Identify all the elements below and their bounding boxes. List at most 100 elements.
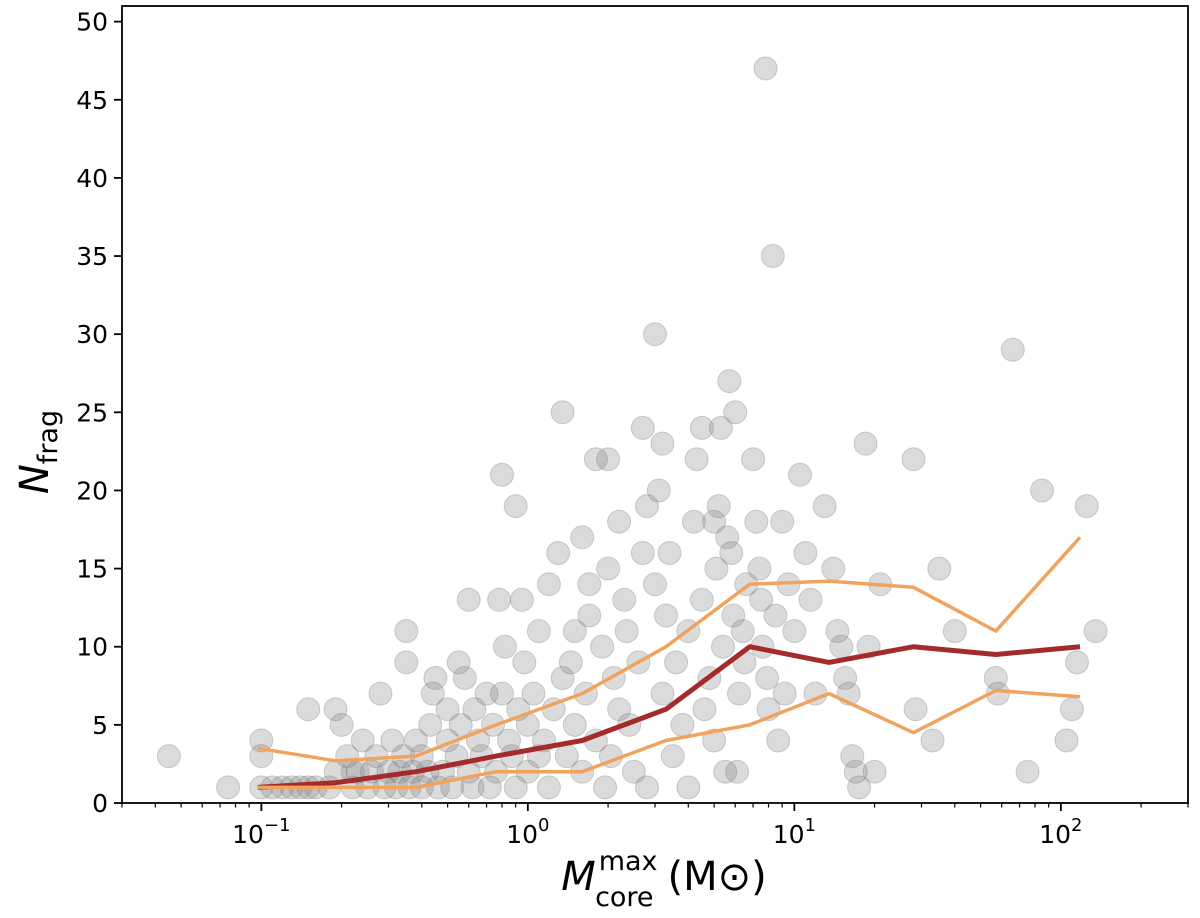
y-tick-label: 50 — [76, 8, 108, 37]
scatter-point — [717, 369, 742, 394]
scatter-point — [763, 603, 788, 628]
lower-quartile-line — [257, 688, 1081, 790]
scatter-point — [630, 415, 655, 440]
scatter-point — [526, 619, 551, 644]
x-tick-label: 100 — [506, 815, 549, 849]
scatter-point — [840, 744, 865, 769]
scatter-point — [612, 587, 637, 612]
scatter-point — [772, 681, 797, 706]
scatter-point — [249, 728, 274, 753]
scatter-point — [380, 728, 405, 753]
scatter-point — [512, 650, 537, 675]
scatter-point — [216, 775, 241, 800]
scatter-point — [394, 619, 419, 644]
scatter-point — [596, 556, 621, 581]
scatter-point — [650, 431, 675, 456]
scatter-point — [503, 494, 528, 519]
scatter-point — [492, 634, 517, 659]
scatter-point — [435, 697, 460, 722]
x-label-main: M — [561, 854, 596, 900]
scatter-point — [635, 775, 659, 800]
scatter-point — [577, 572, 602, 597]
scatter-point — [329, 712, 354, 737]
y-tick-label: 20 — [76, 476, 108, 505]
scatter-point — [657, 541, 682, 565]
scatter-point — [1030, 478, 1054, 503]
scatter-point — [843, 759, 868, 784]
scatter-point — [821, 556, 846, 581]
y-tick-label: 25 — [76, 398, 108, 427]
scatter-point — [403, 728, 428, 753]
scatter-point — [635, 494, 659, 519]
trend-lines — [257, 536, 1082, 790]
scatter-point — [760, 244, 785, 268]
scatter-point — [741, 447, 766, 472]
y-tick-label: 15 — [76, 555, 108, 584]
y-tick-label: 5 — [92, 711, 108, 740]
scatter-point — [793, 541, 818, 565]
scatter-point — [562, 712, 587, 737]
scatter-point — [509, 587, 534, 612]
scatter-point — [798, 587, 823, 612]
scatter-point — [607, 697, 632, 722]
scatter-point — [577, 603, 602, 628]
scatter-point — [452, 666, 477, 690]
scatter-point — [755, 666, 780, 690]
scatter-point — [715, 525, 740, 550]
scatter-point — [590, 634, 615, 659]
scatter-point — [704, 556, 729, 581]
upper-quartile-line — [257, 536, 1082, 763]
scatter-point — [723, 400, 748, 425]
scatter-point — [477, 775, 502, 800]
scatter-point — [853, 431, 878, 456]
scatter-point — [708, 415, 733, 440]
scatter-point — [749, 587, 774, 612]
scatter-point — [487, 587, 512, 612]
scatter-point — [156, 744, 181, 769]
median-line — [257, 644, 1081, 790]
scatter-point — [942, 619, 967, 644]
scatter-point — [490, 462, 514, 487]
scatter-points — [156, 56, 1108, 800]
scatter-point — [536, 572, 561, 597]
scatter-point — [770, 509, 795, 534]
scatter-point — [788, 462, 812, 487]
scatter-point — [702, 509, 727, 534]
scatter-point — [446, 650, 471, 675]
scatter-point — [1000, 337, 1025, 362]
y-tick-label: 10 — [76, 633, 108, 662]
y-label-main: N — [12, 464, 58, 494]
scatter-point — [296, 697, 321, 722]
scatter-point — [676, 775, 701, 800]
scatter-point — [1015, 759, 1040, 784]
scatter-point — [1059, 697, 1084, 722]
scatter-point — [664, 650, 689, 675]
scatter-point — [833, 666, 858, 690]
scatter-point — [550, 666, 575, 690]
scatter-point — [920, 728, 945, 753]
x-tick-label: 10−1 — [232, 815, 290, 849]
scatter-point — [646, 478, 671, 503]
scatter-point — [323, 697, 348, 722]
scatter-point — [689, 415, 714, 440]
scatter-point — [521, 681, 546, 706]
scatter-point — [825, 619, 850, 644]
scatter-point — [420, 681, 445, 706]
scatter-point — [643, 572, 667, 597]
scatter-point — [650, 681, 675, 706]
scatter-point — [570, 525, 595, 550]
scatter-point — [596, 447, 621, 472]
scatter-point — [766, 728, 791, 753]
y-tick-label: 30 — [76, 320, 108, 349]
scatter-point — [727, 681, 751, 706]
scatter-point — [448, 712, 473, 737]
x-tick-label: 101 — [773, 815, 816, 849]
y-tick-label: 0 — [92, 789, 108, 818]
scatter-point — [927, 556, 952, 581]
x-label-sup: max — [599, 846, 658, 877]
scatter-point — [753, 56, 778, 81]
scatter-point — [583, 447, 608, 472]
scatter-point — [713, 759, 738, 784]
